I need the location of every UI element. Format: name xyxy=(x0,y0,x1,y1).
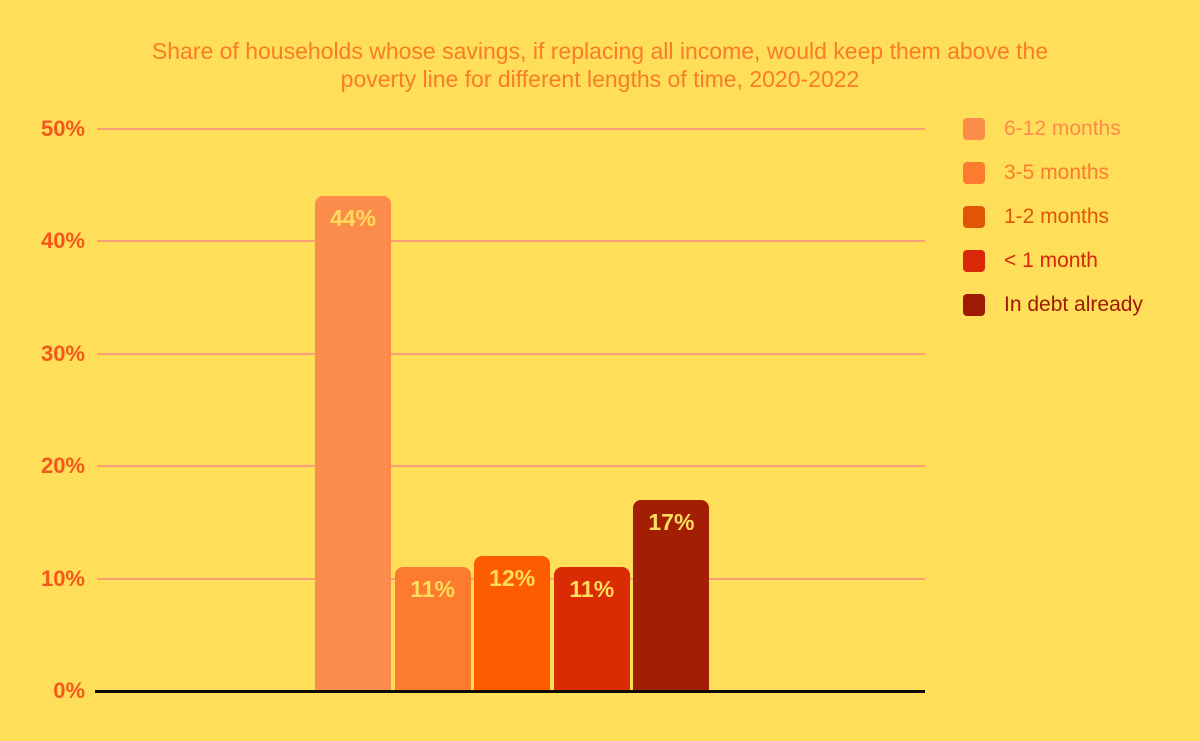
bar-value-label: 12% xyxy=(489,565,536,592)
legend-label: In debt already xyxy=(1004,293,1143,316)
bar-in-debt-already: 17% xyxy=(633,499,710,691)
y-axis-tick-label: 10% xyxy=(40,565,85,591)
bar-value-label: 11% xyxy=(410,576,455,603)
bar-3-5-months: 11% xyxy=(394,567,471,691)
bar--1-month: 11% xyxy=(553,567,630,691)
chart-legend: 6-12 months 3-5 months 1-2 months < 1 month… xyxy=(963,117,1143,338)
legend-item-1-2-months: 1-2 months xyxy=(963,205,1143,228)
legend-swatch xyxy=(963,162,985,184)
gridline-30% xyxy=(97,352,925,355)
bar-value-label: 11% xyxy=(569,576,615,603)
legend-label: 3-5 months xyxy=(1004,161,1110,184)
legend-swatch xyxy=(963,206,985,228)
chart-title: Share of households whose savings, if re… xyxy=(151,38,1049,92)
bar-value-label: 17% xyxy=(648,508,695,535)
gridline-50% xyxy=(97,128,925,130)
bar-6-12-months: 44% xyxy=(315,196,391,691)
y-axis-tick-label: 50% xyxy=(40,116,85,141)
y-axis-tick-label: 20% xyxy=(40,453,85,479)
legend-item-6-12-months: 6-12 months xyxy=(963,117,1143,140)
x-axis-line xyxy=(95,690,925,693)
legend-item-in-debt-already: In debt already xyxy=(963,293,1143,316)
y-axis-tick-label: 40% xyxy=(40,228,85,254)
y-axis-tick-label: 30% xyxy=(40,340,85,366)
legend-label: 6-12 months xyxy=(1004,117,1121,140)
legend-swatch xyxy=(963,250,985,272)
legend-label: < 1 month xyxy=(1004,249,1098,272)
legend-swatch xyxy=(963,118,985,140)
bar-value-label: 44% xyxy=(329,205,377,232)
gridline-20% xyxy=(97,465,925,468)
gridline-40% xyxy=(97,240,925,243)
y-axis-tick-label: 0% xyxy=(53,678,85,703)
legend-swatch xyxy=(963,294,985,316)
legend-label: 1-2 months xyxy=(1004,205,1110,228)
legend-item-3-5-months: 3-5 months xyxy=(963,161,1143,184)
legend-item--1-month: < 1 month xyxy=(963,249,1143,272)
bar-1-2-months: 12% xyxy=(474,556,551,691)
